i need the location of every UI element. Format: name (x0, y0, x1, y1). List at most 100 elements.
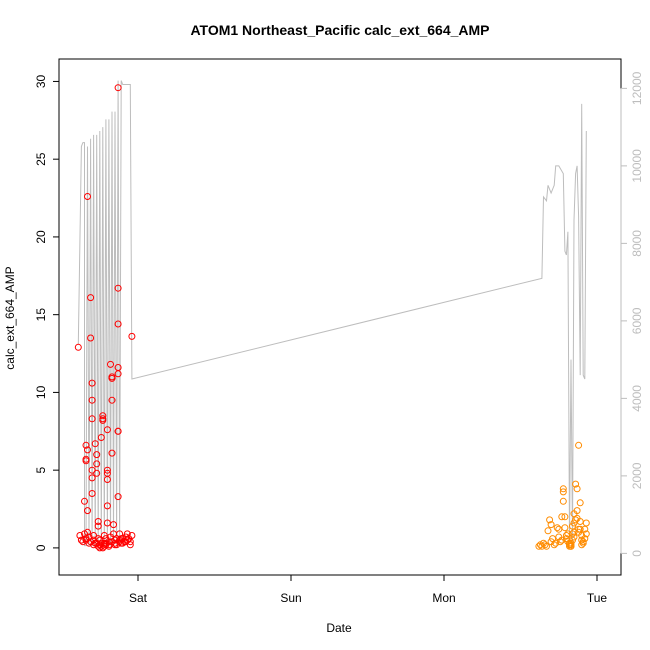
data-point-series-1 (114, 284, 122, 292)
data-point-series-1 (97, 434, 105, 441)
data-point-series-1 (108, 396, 116, 404)
y2-tick-label: 6000 (630, 307, 644, 334)
data-point-series-1 (96, 544, 104, 552)
data-point-series-1 (116, 530, 124, 538)
y2-tick-label: 10000 (630, 149, 644, 183)
plot-frame (58, 58, 622, 576)
data-point-series-2 (553, 524, 561, 532)
data-point-series-1 (114, 320, 122, 328)
data-point-series-1 (108, 449, 116, 457)
data-point-series-1 (82, 441, 90, 449)
y2-tick-label: 0 (630, 550, 644, 557)
data-point-series-2 (559, 485, 567, 493)
data-point-series-1 (99, 412, 107, 420)
data-point-series-1 (122, 538, 130, 546)
data-point-series-2 (573, 507, 581, 515)
data-point-series-1 (84, 507, 91, 515)
data-point-series-1 (91, 440, 99, 448)
data-point-series-1 (74, 343, 82, 351)
y2-tick-label: 8000 (630, 230, 644, 257)
data-point-series-2 (552, 539, 560, 547)
data-point-series-1 (77, 536, 85, 544)
data-point-series-1 (88, 474, 96, 482)
data-point-series-1 (87, 294, 95, 302)
y-tick-label: 10 (34, 385, 48, 399)
data-point-series-2 (570, 533, 578, 541)
data-point-series-2 (546, 516, 554, 524)
data-point-series-1 (85, 539, 93, 547)
data-point-series-1 (93, 469, 101, 477)
data-point-series-1 (94, 522, 102, 530)
data-point-series-2 (575, 441, 583, 449)
x-tick-label: Mon (432, 591, 455, 605)
data-point-series-2 (582, 530, 590, 538)
data-point-series-1 (99, 544, 107, 552)
left-axis: 0 5 10 15 20 25 30 (34, 74, 60, 551)
data-point-series-1 (108, 374, 116, 382)
y-tick-label: 15 (34, 308, 48, 322)
data-point-series-1 (84, 528, 91, 536)
y2-tick-label: 2000 (630, 462, 644, 489)
x-tick-label: Sat (129, 591, 148, 605)
data-point-series-2 (576, 525, 584, 533)
data-point-series-2 (572, 516, 580, 524)
x-tick-label: Sun (280, 591, 301, 605)
data-point-series-1 (99, 416, 107, 424)
data-point-series-1 (93, 451, 101, 459)
data-point-series-1 (87, 334, 95, 342)
data-point-series-2 (559, 497, 567, 505)
data-point-series-2 (559, 488, 567, 496)
data-point-series-1 (94, 518, 102, 525)
data-point-series-1 (93, 460, 101, 468)
x-tick-label: Tue (587, 591, 608, 605)
y-tick-label: 20 (34, 230, 48, 244)
data-point-series-1 (123, 536, 131, 544)
depth-line (77, 80, 587, 547)
data-point-series-2 (544, 527, 552, 535)
data-point-series-1 (128, 532, 136, 539)
y-tick-label: 25 (34, 152, 48, 166)
data-point-series-1 (97, 539, 105, 547)
data-point-series-2 (581, 525, 589, 533)
data-point-series-2 (555, 525, 563, 533)
data-point-series-1 (84, 193, 91, 200)
y2-tick-label: 4000 (630, 385, 644, 412)
data-point-series-2 (550, 541, 558, 549)
data-point-series-2 (561, 513, 569, 521)
data-point-series-1 (103, 426, 111, 434)
y-tick-label: 0 (34, 544, 48, 551)
y-tick-label: 5 (34, 466, 48, 473)
data-point-series-1 (88, 490, 96, 497)
data-point-series-1 (88, 415, 96, 423)
data-point-series-2 (582, 519, 590, 527)
line-layer (77, 80, 587, 547)
right-axis: 0 2000 4000 6000 8000 10000 12000 (620, 71, 644, 557)
data-point-series-1 (81, 497, 88, 505)
data-point-series-2 (573, 485, 581, 493)
bottom-axis: Sat Sun Mon Tue (129, 574, 608, 605)
data-point-series-1 (84, 446, 91, 454)
data-point-series-1 (114, 493, 122, 501)
data-point-series-1 (128, 332, 136, 340)
data-point-series-2 (556, 538, 564, 546)
data-point-series-2 (581, 535, 589, 543)
data-point-series-1 (88, 379, 96, 387)
data-point-series-1 (88, 396, 96, 404)
y-axis-label: calc_ext_664_AMP (3, 266, 17, 369)
data-point-series-2 (543, 542, 550, 550)
y-tick-label: 30 (34, 74, 48, 88)
data-point-series-2 (576, 499, 584, 507)
data-point-series-1 (82, 457, 90, 465)
data-point-series-2 (541, 541, 549, 549)
data-point-series-1 (111, 539, 119, 547)
data-point-series-1 (110, 521, 117, 529)
points-layer (74, 84, 590, 552)
data-point-series-2 (547, 521, 555, 529)
y2-tick-label: 12000 (630, 71, 644, 105)
chart-title: ATOM1 Northeast_Pacific calc_ext_664_AMP (190, 22, 489, 38)
data-point-series-1 (107, 360, 114, 368)
x-axis-label: Date (326, 621, 352, 635)
data-point-series-1 (103, 476, 111, 483)
data-point-series-1 (103, 502, 111, 510)
